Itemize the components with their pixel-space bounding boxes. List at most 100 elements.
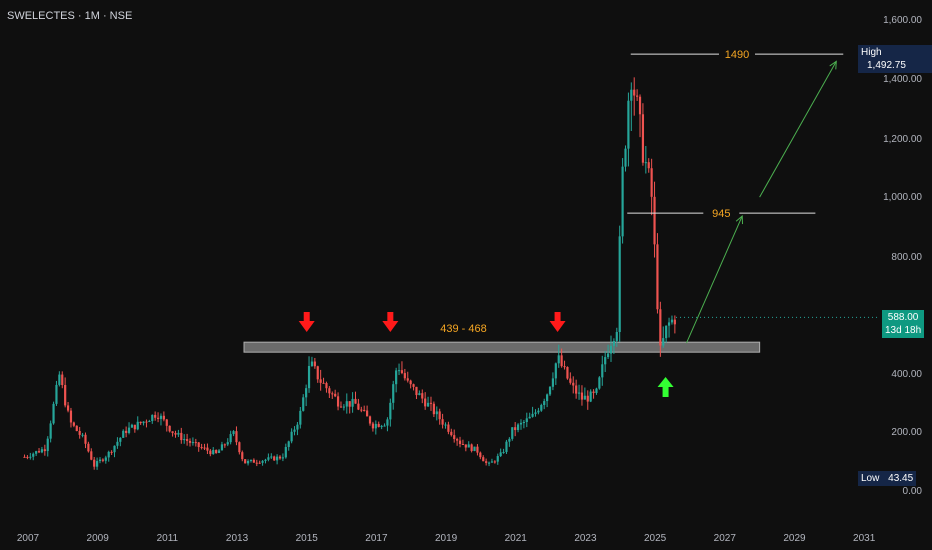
candle-body xyxy=(650,168,653,197)
candle-body xyxy=(592,391,595,394)
candle-body xyxy=(84,434,87,444)
candle-body xyxy=(151,414,154,422)
candle-body xyxy=(638,96,642,115)
candle-body xyxy=(624,148,627,167)
candle-body xyxy=(186,439,189,441)
candle-body xyxy=(554,363,557,379)
candle-body xyxy=(90,451,93,460)
red-down-arrow xyxy=(549,312,566,332)
candle-body xyxy=(531,413,534,417)
candle-body xyxy=(130,424,134,428)
candle-body xyxy=(560,355,563,367)
candle-body xyxy=(389,402,392,420)
candle-body xyxy=(244,459,247,464)
candle-body xyxy=(226,442,229,445)
candle-body xyxy=(493,461,496,463)
candle-body xyxy=(525,418,528,423)
candle-body xyxy=(188,440,192,443)
candle-body xyxy=(316,366,319,380)
candle-body xyxy=(508,438,511,442)
candle-body xyxy=(618,236,621,333)
candle-body xyxy=(75,425,78,431)
candle-body xyxy=(606,353,610,358)
candle-body xyxy=(217,450,221,454)
candle-body xyxy=(101,459,105,461)
candle-body xyxy=(479,452,482,458)
candle-body xyxy=(577,392,581,394)
y-tick-label: 1,000.00 xyxy=(883,192,922,203)
candle-body xyxy=(456,439,459,441)
candle-body xyxy=(351,398,354,407)
candle-body xyxy=(267,457,270,460)
candle-body xyxy=(374,423,377,429)
candle-body xyxy=(235,431,238,443)
candle-body xyxy=(165,419,168,426)
candle-body xyxy=(540,405,543,411)
candle-body xyxy=(563,366,566,368)
candle-body xyxy=(595,388,598,394)
candle-body xyxy=(662,338,665,346)
high-badge-label: High xyxy=(861,47,882,58)
candle-body xyxy=(487,462,491,464)
candle-body xyxy=(653,196,656,245)
x-tick-label: 2019 xyxy=(435,533,458,544)
candle-body xyxy=(98,459,102,462)
candle-body xyxy=(66,405,70,411)
candle-body xyxy=(644,162,647,164)
candle-body xyxy=(586,395,589,402)
candle-body xyxy=(589,391,592,402)
candle-body xyxy=(612,340,615,346)
candle-body xyxy=(194,442,197,444)
candle-body xyxy=(511,427,514,439)
candle-body xyxy=(505,441,508,452)
candle-body xyxy=(444,424,447,426)
candle-body xyxy=(116,441,119,446)
candle-body xyxy=(307,365,311,389)
candle-body xyxy=(246,461,250,464)
candle-body xyxy=(429,402,433,404)
candle-body xyxy=(400,370,404,374)
candle-body xyxy=(174,432,177,435)
candle-body xyxy=(122,430,125,438)
y-tick-label: 400.00 xyxy=(891,369,922,380)
candle-body xyxy=(580,392,584,400)
candle-body xyxy=(197,442,200,448)
trend-arrowhead xyxy=(829,60,837,70)
candle-body xyxy=(26,456,29,458)
candle-body xyxy=(383,425,386,427)
x-tick-label: 2023 xyxy=(574,533,597,544)
candle-body xyxy=(81,434,84,436)
candle-body xyxy=(583,395,586,400)
candle-body xyxy=(72,422,75,426)
candle-body xyxy=(64,385,67,406)
candle-body xyxy=(238,442,241,453)
candle-body xyxy=(395,370,398,385)
candle-body xyxy=(232,431,235,435)
candle-body xyxy=(206,447,209,451)
candle-body xyxy=(473,446,476,452)
candle-body xyxy=(621,166,624,237)
last-price-badge: 588.00 13d 18h xyxy=(882,310,925,338)
candle-body xyxy=(566,366,569,379)
candle-body xyxy=(29,456,32,458)
trend-arrowhead xyxy=(735,215,744,225)
candle-body xyxy=(366,410,369,417)
candle-body xyxy=(32,453,35,457)
candle-body xyxy=(421,393,424,399)
candle-body xyxy=(69,410,73,423)
high-badge: High 1,492.75 xyxy=(858,45,932,73)
candle-body xyxy=(424,398,427,407)
candle-body xyxy=(522,422,525,424)
candle-body xyxy=(514,427,517,431)
candle-body xyxy=(305,388,308,398)
candle-body xyxy=(284,446,287,458)
candle-body xyxy=(528,416,531,419)
candle-body xyxy=(534,412,537,414)
candle-body xyxy=(348,401,351,407)
candle-body xyxy=(519,422,523,425)
candle-body xyxy=(432,403,435,415)
candle-body xyxy=(209,450,212,455)
candle-body xyxy=(61,374,64,386)
candle-body xyxy=(168,425,171,432)
